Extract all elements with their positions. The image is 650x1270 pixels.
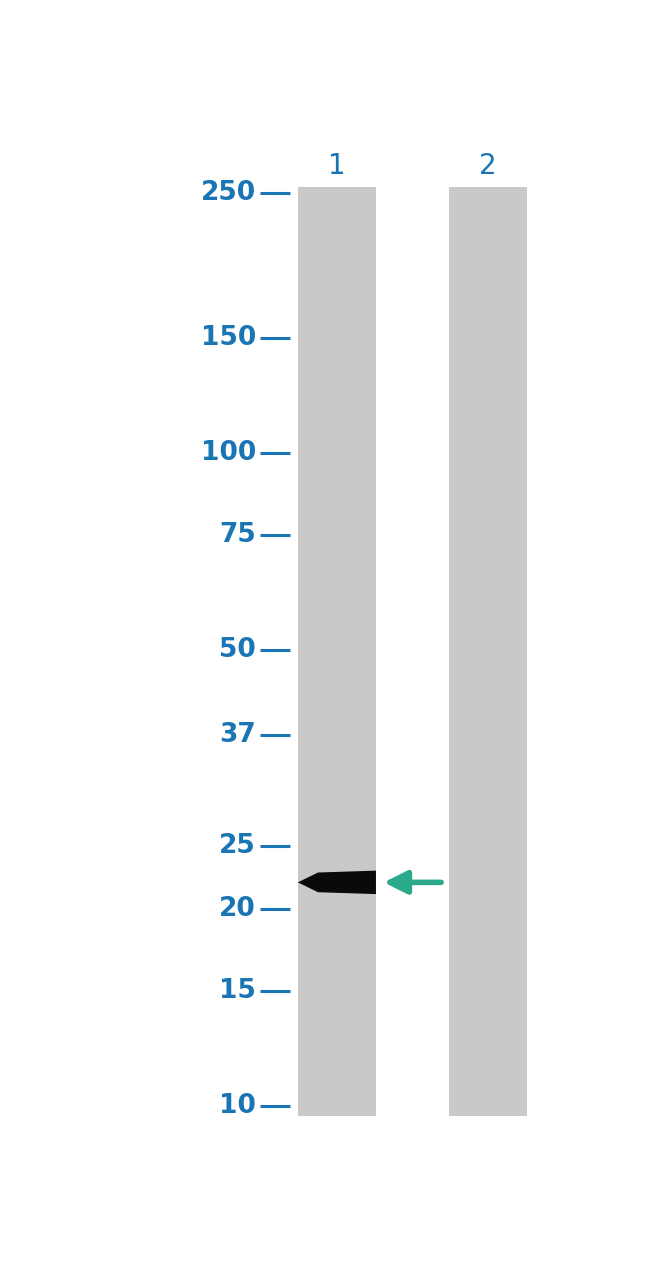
Text: 1: 1: [328, 152, 346, 180]
Text: 100: 100: [201, 441, 256, 466]
Text: 2: 2: [479, 152, 497, 180]
Text: 37: 37: [219, 723, 256, 748]
Text: 10: 10: [219, 1093, 256, 1119]
Polygon shape: [298, 871, 376, 894]
Text: 15: 15: [219, 978, 256, 1003]
Text: 75: 75: [219, 522, 256, 547]
Text: 150: 150: [201, 325, 256, 352]
Bar: [449, 187, 527, 1115]
Text: 20: 20: [219, 897, 256, 922]
Text: 250: 250: [201, 180, 256, 207]
Bar: [298, 187, 376, 1115]
Text: 25: 25: [219, 833, 256, 859]
Text: 50: 50: [219, 636, 256, 663]
